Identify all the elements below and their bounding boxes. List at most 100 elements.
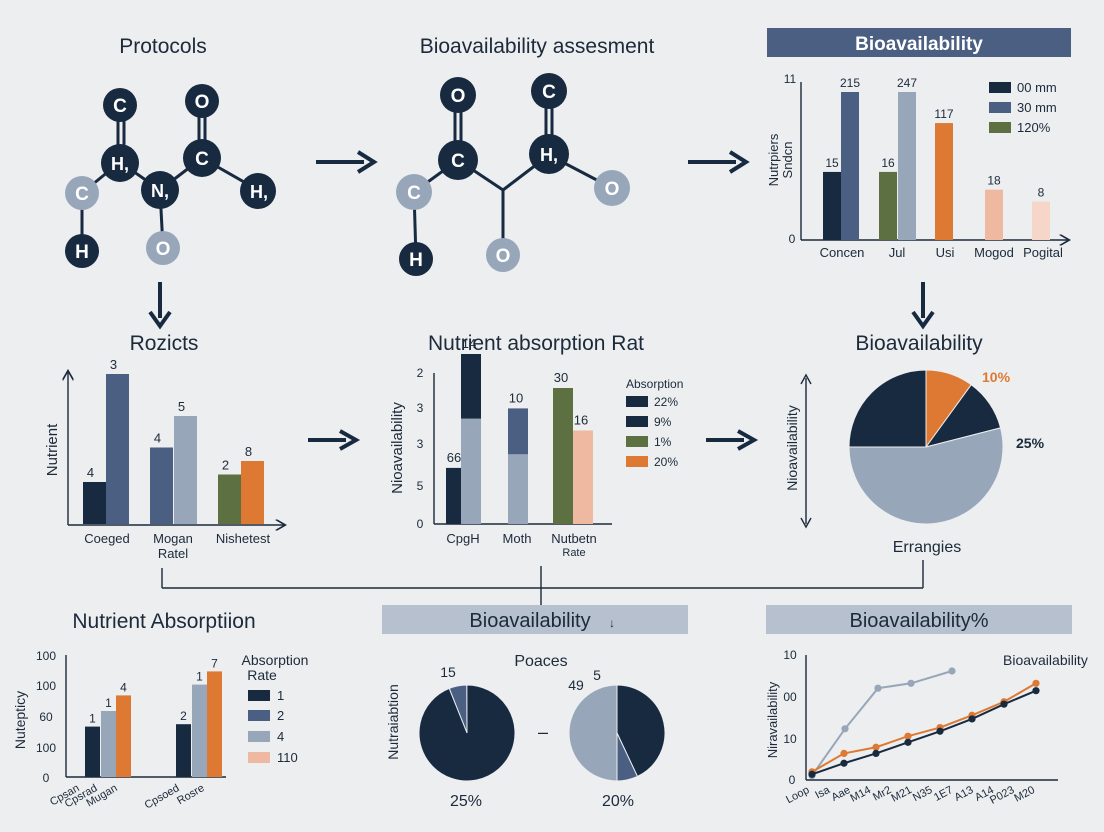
pie-slice xyxy=(848,369,927,448)
legend-swatch xyxy=(248,731,270,742)
legend-label: 120% xyxy=(1017,120,1051,135)
bar-label: 4 xyxy=(120,680,127,694)
bar-label: 8 xyxy=(245,444,252,459)
arrow-right-icon xyxy=(688,150,750,174)
x-tick-label: Ratel xyxy=(158,546,188,561)
svg-text:H,: H, xyxy=(540,145,558,165)
data-point xyxy=(872,743,880,751)
top-right-legend: 00 mm 30 mm 120% xyxy=(989,80,1057,135)
pie-slice xyxy=(616,684,666,778)
x-tick-label: Usi xyxy=(936,245,955,260)
bar xyxy=(508,454,528,524)
pie-right-axis xyxy=(800,373,812,529)
series-line xyxy=(811,689,1037,776)
legend-label: 1 xyxy=(277,688,284,703)
x-tick-label: Jul xyxy=(889,245,906,260)
abs-small-ylabel: Nutepticy xyxy=(12,691,28,749)
arrow-right-icon xyxy=(706,429,759,451)
x-tick-label: Moth xyxy=(503,531,532,546)
bar xyxy=(83,482,106,524)
rozicts-title: Rozicts xyxy=(130,332,199,355)
data-point xyxy=(904,738,912,746)
x-tick-label: Loop xyxy=(784,784,811,806)
protocols-title: Protocols xyxy=(119,35,207,58)
x-tick-label: CpgH xyxy=(446,531,479,546)
assessment-atom-c-top: C xyxy=(531,73,567,109)
legend-swatch xyxy=(989,102,1011,113)
bar-label: 2 xyxy=(180,709,187,723)
bar-label: 215 xyxy=(840,76,860,90)
pie-mid-2 xyxy=(568,684,666,782)
abs-small-ytick: 100 xyxy=(36,679,56,693)
arrow-right-icon xyxy=(316,150,378,174)
legend-swatch xyxy=(626,456,648,467)
bar xyxy=(101,711,116,777)
line-chart-ytick: 00 xyxy=(783,690,797,704)
absorption-rat-ytick: 3 xyxy=(417,437,424,451)
pie-slice xyxy=(848,427,1004,525)
svg-text:C: C xyxy=(113,96,127,117)
legend-title: Absorption xyxy=(242,652,309,668)
legend-label: 1% xyxy=(654,435,672,449)
svg-text:H,: H, xyxy=(111,154,129,174)
pie-mid-2-percent: 20% xyxy=(602,793,634,810)
data-point xyxy=(948,667,956,675)
bar-segment xyxy=(461,354,481,419)
bar xyxy=(116,695,131,777)
data-point xyxy=(840,759,848,767)
legend-swatch xyxy=(626,396,648,407)
svg-text:C: C xyxy=(407,183,421,204)
protocols-atom-h-right: H, xyxy=(240,173,276,209)
bar xyxy=(841,92,859,240)
pie-slice xyxy=(418,684,516,782)
svg-text:O: O xyxy=(195,92,210,113)
x-tick-label: Nishetest xyxy=(216,531,271,546)
assessment-atom-o-bottom: O xyxy=(486,238,520,272)
bar-label: 16 xyxy=(881,156,895,170)
top-right-ytick: 0 xyxy=(789,232,796,246)
pie-mid-1 xyxy=(418,684,516,782)
pie-right xyxy=(848,369,1004,525)
x-tick-label: M14 xyxy=(848,784,873,805)
assessment-atom-c-left: C xyxy=(396,174,432,210)
pie-right-caption: Errangies xyxy=(893,539,961,556)
assessment-atom-h-bottom: H xyxy=(399,242,433,276)
bar-label: 30 xyxy=(554,370,568,385)
protocols-atom-h1: H, xyxy=(101,144,139,182)
bar xyxy=(174,416,197,524)
line-chart-banner xyxy=(766,605,1072,634)
protocols-atom-o-top: O xyxy=(185,84,219,118)
svg-text:C: C xyxy=(451,151,465,172)
x-tick-label: Nutbetn xyxy=(551,531,597,546)
pie-right-label-orange: 10% xyxy=(982,369,1011,385)
bar xyxy=(461,418,481,524)
arrow-down-icon xyxy=(148,282,172,330)
legend-title: Absorption xyxy=(626,377,683,391)
assessment-atom-c-mid: C xyxy=(438,140,478,180)
data-point xyxy=(1032,679,1040,687)
data-point xyxy=(808,770,816,778)
absorption-rat-ylabel: Nioavailability xyxy=(389,402,406,494)
bar xyxy=(985,189,1003,240)
bar-label: 3 xyxy=(110,357,117,372)
protocols-atom-c-top: C xyxy=(103,88,137,122)
protocols-atom-o-bottom: O xyxy=(146,231,180,265)
bar xyxy=(150,447,173,524)
legend-swatch xyxy=(248,752,270,763)
pies-mid-banner-title: Bioavailability xyxy=(469,610,590,632)
protocols-atom-h-bottom: H xyxy=(65,234,99,268)
bar-label: 15 xyxy=(825,156,839,170)
abs-small-ytick: 100 xyxy=(36,741,56,755)
bar-label: 66 xyxy=(447,450,461,465)
bar-label: 18 xyxy=(987,174,1001,188)
pie-mid-1-top-label: 15 xyxy=(440,664,456,680)
absorption-rat-legend: Absorption 22% 9% 1% 20% xyxy=(626,377,683,469)
bar xyxy=(553,388,573,524)
legend-swatch xyxy=(989,122,1011,133)
line-chart-ytick: 10 xyxy=(783,732,797,746)
absorption-rat-title: Nutrient absorption Rat xyxy=(428,332,644,355)
legend-swatch xyxy=(248,710,270,721)
